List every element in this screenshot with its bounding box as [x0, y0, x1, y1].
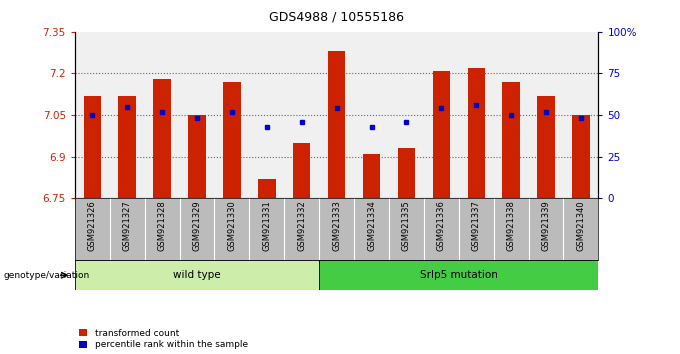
Text: Srlp5 mutation: Srlp5 mutation	[420, 270, 498, 280]
Bar	[75, 260, 319, 290]
Text: GSM921328: GSM921328	[158, 200, 167, 251]
Text: GSM921338: GSM921338	[507, 200, 515, 251]
Text: GSM921332: GSM921332	[297, 200, 306, 251]
Text: GSM921327: GSM921327	[122, 200, 132, 251]
Legend: transformed count, percentile rank within the sample: transformed count, percentile rank withi…	[80, 329, 248, 349]
Text: GSM921336: GSM921336	[437, 200, 446, 251]
Text: GDS4988 / 10555186: GDS4988 / 10555186	[269, 11, 404, 24]
Text: GSM921337: GSM921337	[472, 200, 481, 251]
Bar	[319, 260, 598, 290]
Bar	[432, 71, 450, 198]
Bar	[363, 154, 380, 198]
Bar	[503, 82, 520, 198]
Text: genotype/variation: genotype/variation	[3, 271, 90, 280]
Text: GSM921330: GSM921330	[227, 200, 237, 251]
Text: GSM921335: GSM921335	[402, 200, 411, 251]
Text: GSM921329: GSM921329	[192, 200, 201, 251]
Text: GSM921334: GSM921334	[367, 200, 376, 251]
Bar	[468, 68, 485, 198]
Text: GSM921339: GSM921339	[541, 200, 551, 251]
Bar	[118, 96, 136, 198]
Bar	[328, 51, 345, 198]
Bar	[398, 148, 415, 198]
Text: GSM921333: GSM921333	[332, 200, 341, 251]
Text: GSM921326: GSM921326	[88, 200, 97, 251]
Bar	[573, 115, 590, 198]
Text: GSM921331: GSM921331	[262, 200, 271, 251]
Bar	[223, 82, 241, 198]
Text: wild type: wild type	[173, 270, 221, 280]
Bar	[537, 96, 555, 198]
Text: GSM921340: GSM921340	[577, 200, 585, 251]
Bar	[84, 96, 101, 198]
Bar	[258, 179, 275, 198]
Bar	[293, 143, 310, 198]
Bar	[188, 115, 205, 198]
Bar	[154, 79, 171, 198]
